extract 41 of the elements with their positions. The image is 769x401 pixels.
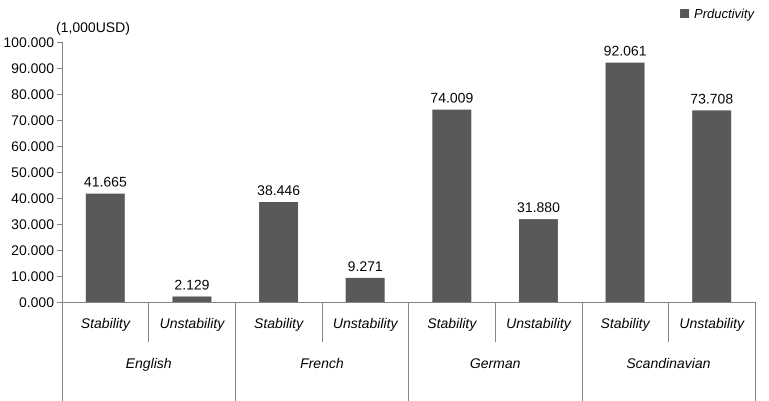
- x-tick-label: Stability: [254, 315, 304, 331]
- data-label: 74.009: [430, 90, 474, 106]
- x-tick-label: Unstability: [160, 315, 226, 331]
- y-tick-label: 40.000: [11, 190, 54, 206]
- x-tick-label: Unstability: [506, 315, 572, 331]
- data-label: 41.665: [84, 174, 127, 190]
- data-label: 73.708: [690, 90, 734, 106]
- y-tick-label: 60.000: [11, 138, 54, 154]
- data-label: 38.446: [257, 182, 300, 198]
- data-label: 9.271: [348, 258, 383, 274]
- bar: [346, 278, 385, 302]
- text: English: [126, 355, 172, 371]
- data-label: 31.880: [517, 199, 560, 216]
- y-tick-label: 10.000: [11, 268, 54, 284]
- bar: [259, 202, 298, 302]
- bar: [86, 194, 125, 302]
- x-tick-label: Unstability: [679, 315, 745, 331]
- y-tick-label: 20.000: [11, 242, 54, 258]
- bar: [432, 110, 472, 302]
- bar: [518, 219, 558, 302]
- y-tick-label: 0.000: [18, 294, 54, 310]
- legend-label: Prductivity: [694, 6, 756, 21]
- text: German: [470, 355, 521, 371]
- text: French: [300, 355, 344, 371]
- x-tick-label: Stability: [600, 315, 651, 331]
- bar: [692, 110, 732, 302]
- y-tick-label: 90.000: [11, 60, 54, 76]
- data-label: 2.129: [174, 276, 210, 292]
- y-tick-label: 100.000: [3, 34, 54, 50]
- y-tick-label: 80.000: [11, 86, 54, 102]
- y-axis-title: (1,000USD): [56, 19, 130, 35]
- x-tick-label: Stability: [427, 315, 478, 331]
- data-label: 92.061: [604, 42, 647, 59]
- x-tick-label: Unstability: [332, 315, 398, 331]
- y-tick-label: 50.000: [11, 164, 54, 180]
- bar: [606, 62, 645, 302]
- bar: [172, 296, 212, 302]
- text: Scandinavian: [626, 355, 711, 371]
- y-tick-label: 70.000: [11, 112, 54, 128]
- x-tick-label: Stability: [80, 315, 131, 331]
- y-tick-label: 30.000: [11, 216, 54, 232]
